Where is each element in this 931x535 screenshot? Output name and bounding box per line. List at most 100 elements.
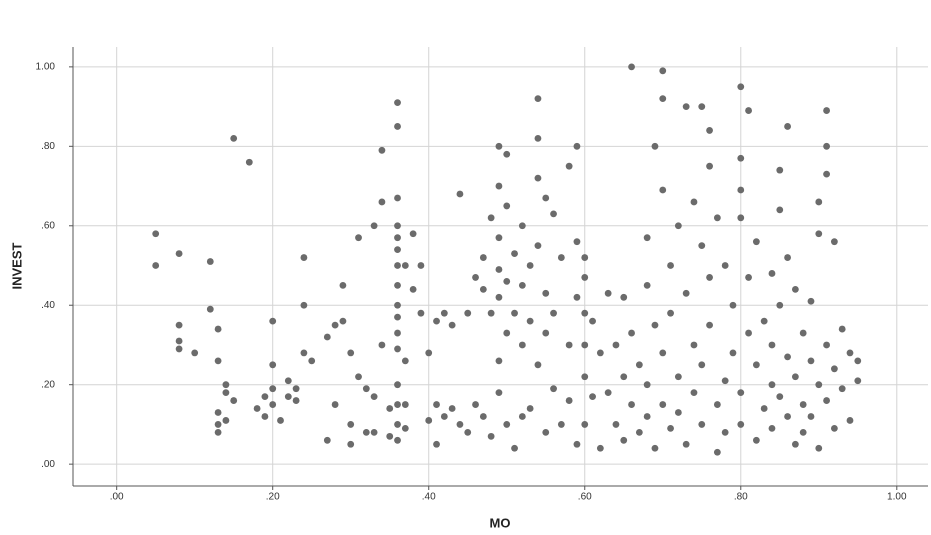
point bbox=[574, 294, 581, 301]
point bbox=[285, 393, 292, 400]
point bbox=[394, 314, 401, 321]
point bbox=[769, 342, 776, 349]
point bbox=[472, 401, 479, 408]
point bbox=[223, 381, 230, 388]
point bbox=[737, 83, 744, 90]
point bbox=[706, 274, 713, 281]
point bbox=[215, 421, 222, 428]
point bbox=[667, 262, 674, 269]
point bbox=[636, 361, 643, 368]
point bbox=[698, 242, 705, 249]
point bbox=[636, 429, 643, 436]
x-tick-label: .60 bbox=[578, 492, 592, 503]
point bbox=[574, 441, 581, 448]
point bbox=[207, 306, 214, 313]
page: MO INVEST .00.20.40.60.801.00.00.20.40.6… bbox=[0, 0, 931, 535]
y-tick-label: .20 bbox=[41, 379, 55, 390]
point bbox=[800, 330, 807, 337]
point bbox=[753, 238, 760, 245]
point bbox=[761, 405, 768, 412]
point bbox=[776, 302, 783, 309]
point bbox=[488, 310, 495, 317]
point bbox=[659, 67, 666, 74]
point bbox=[613, 342, 620, 349]
point bbox=[410, 230, 417, 237]
point bbox=[230, 135, 237, 142]
point bbox=[394, 222, 401, 229]
point bbox=[808, 413, 815, 420]
x-tick-label: .80 bbox=[734, 492, 748, 503]
point bbox=[589, 393, 596, 400]
point bbox=[581, 310, 588, 317]
point bbox=[831, 238, 838, 245]
point bbox=[808, 357, 815, 364]
point bbox=[503, 278, 510, 285]
point bbox=[737, 389, 744, 396]
point bbox=[652, 445, 659, 452]
point bbox=[659, 187, 666, 194]
point bbox=[831, 365, 838, 372]
point bbox=[659, 350, 666, 357]
point bbox=[823, 342, 830, 349]
point bbox=[394, 401, 401, 408]
point bbox=[550, 385, 557, 392]
point bbox=[730, 302, 737, 309]
x-tick-label: .00 bbox=[110, 492, 124, 503]
point bbox=[527, 318, 534, 325]
point bbox=[301, 254, 308, 261]
point bbox=[449, 322, 456, 329]
point bbox=[347, 441, 354, 448]
point bbox=[254, 405, 261, 412]
point bbox=[394, 302, 401, 309]
point bbox=[386, 405, 393, 412]
point bbox=[496, 183, 503, 190]
point bbox=[691, 199, 698, 206]
point bbox=[324, 437, 331, 444]
point bbox=[761, 318, 768, 325]
point bbox=[511, 445, 518, 452]
point bbox=[644, 413, 651, 420]
point bbox=[386, 433, 393, 440]
y-tick-label: .80 bbox=[41, 141, 55, 152]
point bbox=[191, 350, 198, 357]
point bbox=[496, 234, 503, 241]
point bbox=[441, 413, 448, 420]
point bbox=[402, 401, 409, 408]
point bbox=[730, 350, 737, 357]
point bbox=[527, 405, 534, 412]
point bbox=[675, 222, 682, 229]
point bbox=[745, 330, 752, 337]
point bbox=[246, 159, 253, 166]
y-tick-label: .00 bbox=[41, 459, 55, 470]
background bbox=[0, 0, 931, 535]
point bbox=[176, 346, 183, 353]
point bbox=[308, 357, 315, 364]
point bbox=[269, 385, 276, 392]
point bbox=[503, 330, 510, 337]
point bbox=[215, 357, 222, 364]
point bbox=[847, 417, 854, 424]
point bbox=[371, 222, 378, 229]
point bbox=[332, 322, 339, 329]
point bbox=[847, 350, 854, 357]
point bbox=[542, 195, 549, 202]
point bbox=[340, 282, 347, 289]
point bbox=[394, 421, 401, 428]
point bbox=[425, 417, 432, 424]
point bbox=[566, 163, 573, 170]
point bbox=[745, 274, 752, 281]
point bbox=[464, 429, 471, 436]
point bbox=[854, 377, 861, 384]
point bbox=[613, 421, 620, 428]
point bbox=[823, 143, 830, 150]
point bbox=[854, 357, 861, 364]
point bbox=[503, 203, 510, 210]
point bbox=[823, 397, 830, 404]
point bbox=[620, 373, 627, 380]
point bbox=[410, 286, 417, 293]
point bbox=[558, 421, 565, 428]
point bbox=[496, 143, 503, 150]
point bbox=[831, 425, 838, 432]
point bbox=[722, 429, 729, 436]
point bbox=[519, 413, 526, 420]
